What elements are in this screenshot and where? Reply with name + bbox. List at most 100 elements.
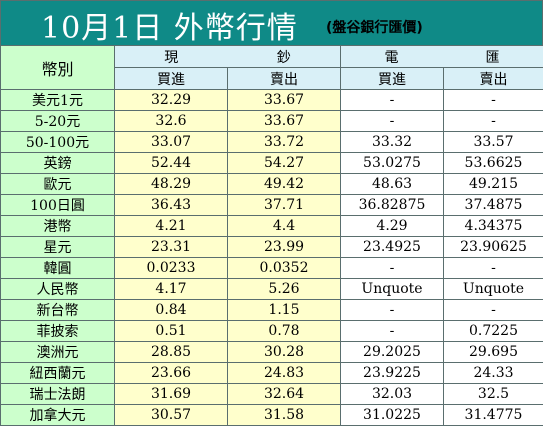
tt-sell-rate: Unquote — [443, 278, 543, 300]
currency-name: 美元1元 — [0, 89, 115, 111]
tt-buy-rate: 32.03 — [340, 383, 444, 405]
tt-sell-rate: - — [443, 299, 543, 321]
header-tt-buy: 買進 — [340, 67, 444, 90]
currency-name: 英鎊 — [0, 152, 115, 174]
bank-source-label: (盤谷銀行匯價) — [326, 20, 423, 36]
currency-name: 菲披索 — [0, 320, 115, 342]
tt-buy-rate: Unquote — [340, 278, 444, 300]
cash-sell-rate: 0.0352 — [227, 257, 341, 279]
cash-sell-rate: 23.99 — [227, 236, 341, 258]
cash-buy-rate: 30.57 — [114, 404, 228, 426]
currency-name: 歐元 — [0, 173, 115, 195]
tt-buy-rate: - — [340, 320, 444, 342]
cash-sell-rate: 33.72 — [227, 131, 341, 153]
tt-sell-rate: 23.90625 — [443, 236, 543, 258]
tt-buy-rate: 53.0275 — [340, 152, 444, 174]
table-row: 歐元 48.29 49.42 48.63 49.215 — [0, 173, 543, 195]
cash-sell-rate: 0.78 — [227, 320, 341, 342]
cash-buy-rate: 0.51 — [114, 320, 228, 342]
tt-sell-rate: 4.34375 — [443, 215, 543, 237]
tt-buy-rate: 33.32 — [340, 131, 444, 153]
header-tt-char-1: 電 — [384, 49, 399, 66]
table-row: 50-100元 33.07 33.72 33.32 33.57 — [0, 131, 543, 153]
header-tt-sell: 賣出 — [443, 67, 543, 90]
tt-buy-rate: - — [340, 89, 444, 111]
cash-sell-rate: 24.83 — [227, 362, 341, 384]
tt-buy-rate: - — [340, 299, 444, 321]
table-row: 英鎊 52.44 54.27 53.0275 53.6625 — [0, 152, 543, 174]
header-currency: 幣別 — [0, 45, 115, 90]
tt-buy-rate: 36.82875 — [340, 194, 444, 216]
table-row: 紐西蘭元 23.66 24.83 23.9225 24.33 — [0, 362, 543, 384]
header-cash: 現 鈔 — [114, 45, 341, 68]
cash-buy-rate: 48.29 — [114, 173, 228, 195]
table-row: 美元1元 32.29 33.67 - - — [0, 89, 543, 111]
cash-sell-rate: 33.67 — [227, 110, 341, 132]
currency-name: 新台幣 — [0, 299, 115, 321]
currency-name: 5-20元 — [0, 110, 115, 132]
tt-buy-rate: - — [340, 257, 444, 279]
tt-sell-rate: 31.4775 — [443, 404, 543, 426]
tt-buy-rate: 23.9225 — [340, 362, 444, 384]
cash-sell-rate: 49.42 — [227, 173, 341, 195]
tt-buy-rate: 23.4925 — [340, 236, 444, 258]
currency-name: 紐西蘭元 — [0, 362, 115, 384]
tt-buy-rate: 48.63 — [340, 173, 444, 195]
header-cash-char-2: 鈔 — [276, 49, 291, 66]
tt-sell-rate: 24.33 — [443, 362, 543, 384]
tt-sell-rate: 32.5 — [443, 383, 543, 405]
table-row: 新台幣 0.84 1.15 - - — [0, 299, 543, 321]
cash-buy-rate: 52.44 — [114, 152, 228, 174]
cash-buy-rate: 33.07 — [114, 131, 228, 153]
rates-table: 幣別 現 鈔 電 匯 買進 賣出 買進 賣出 — [0, 45, 543, 426]
tt-sell-rate: 49.215 — [443, 173, 543, 195]
cash-buy-rate: 36.43 — [114, 194, 228, 216]
currency-name: 澳洲元 — [0, 341, 115, 363]
header-cash-buy: 買進 — [114, 67, 228, 90]
cash-buy-rate: 23.66 — [114, 362, 228, 384]
cash-sell-rate: 31.58 — [227, 404, 341, 426]
cash-sell-rate: 5.26 — [227, 278, 341, 300]
currency-name: 50-100元 — [0, 131, 115, 153]
cash-buy-rate: 4.17 — [114, 278, 228, 300]
table-row: 加拿大元 30.57 31.58 31.0225 31.4775 — [0, 404, 543, 426]
table-row: 人民幣 4.17 5.26 Unquote Unquote — [0, 278, 543, 300]
cash-buy-rate: 0.84 — [114, 299, 228, 321]
cash-sell-rate: 32.64 — [227, 383, 341, 405]
table-row: 5-20元 32.6 33.67 - - — [0, 110, 543, 132]
currency-name: 星元 — [0, 236, 115, 258]
header-row-group: 幣別 現 鈔 電 匯 — [0, 45, 543, 90]
table-row: 韓圓 0.0233 0.0352 - - — [0, 257, 543, 279]
tt-buy-rate: 31.0225 — [340, 404, 444, 426]
tt-sell-rate: - — [443, 257, 543, 279]
tt-buy-rate: 4.29 — [340, 215, 444, 237]
currency-name: 加拿大元 — [0, 404, 115, 426]
cash-buy-rate: 31.69 — [114, 383, 228, 405]
tt-sell-rate: 0.7225 — [443, 320, 543, 342]
header-cash-char-1: 現 — [164, 49, 179, 66]
cash-sell-rate: 4.4 — [227, 215, 341, 237]
cash-buy-rate: 0.0233 — [114, 257, 228, 279]
cash-buy-rate: 4.21 — [114, 215, 228, 237]
currency-name: 人民幣 — [0, 278, 115, 300]
cash-sell-rate: 33.67 — [227, 89, 341, 111]
table-row: 星元 23.31 23.99 23.4925 23.90625 — [0, 236, 543, 258]
header-telegraphic-transfer: 電 匯 — [340, 45, 543, 68]
currency-name: 瑞士法朗 — [0, 383, 115, 405]
cash-sell-rate: 30.28 — [227, 341, 341, 363]
cash-buy-rate: 23.31 — [114, 236, 228, 258]
cash-buy-rate: 28.85 — [114, 341, 228, 363]
header-tt-char-2: 匯 — [485, 49, 500, 66]
header-cash-sell: 賣出 — [227, 67, 341, 90]
cash-buy-rate: 32.29 — [114, 89, 228, 111]
tt-sell-rate: - — [443, 89, 543, 111]
tt-sell-rate: 37.4875 — [443, 194, 543, 216]
tt-sell-rate: 53.6625 — [443, 152, 543, 174]
tt-sell-rate: - — [443, 110, 543, 132]
table-row: 瑞士法朗 31.69 32.64 32.03 32.5 — [0, 383, 543, 405]
page-title: 10月1日 外幣行情 — [41, 11, 298, 46]
cash-sell-rate: 1.15 — [227, 299, 341, 321]
table-row: 港幣 4.21 4.4 4.29 4.34375 — [0, 215, 543, 237]
cash-buy-rate: 32.6 — [114, 110, 228, 132]
